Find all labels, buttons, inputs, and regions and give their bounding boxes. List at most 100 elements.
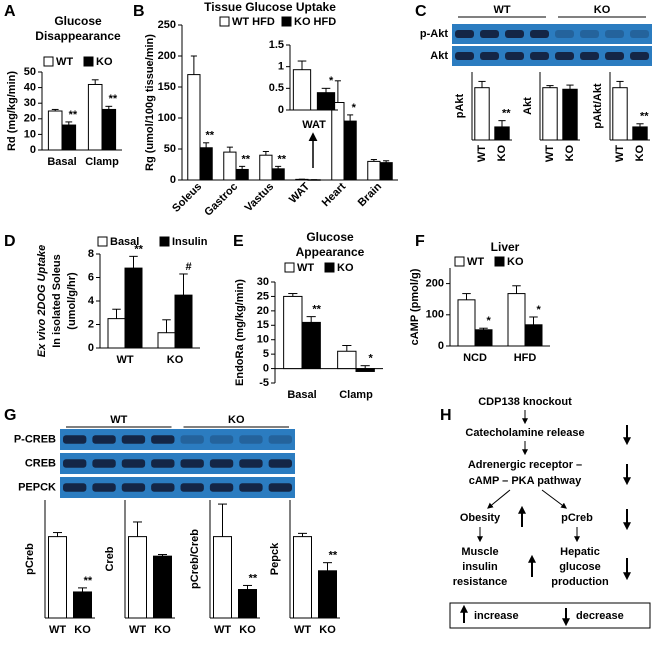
blot-band: [580, 30, 599, 38]
x-tick-label: WT: [116, 354, 133, 366]
significance-label: **: [69, 109, 78, 121]
significance-label: *: [486, 315, 491, 327]
panel-letter: D: [4, 233, 16, 250]
group-label: KO: [594, 4, 611, 16]
bar: [316, 92, 336, 111]
y-tick-label: 200: [426, 278, 444, 290]
y-tick-label: 50: [164, 143, 176, 155]
diagram-node: Obesity: [460, 512, 501, 524]
x-tick-label: NCD: [463, 352, 487, 364]
significance-label: **: [206, 130, 215, 142]
blot-band: [268, 435, 292, 444]
diagram-node: cAMP – PKA pathway: [469, 475, 582, 487]
bar: [128, 536, 147, 619]
significance-label: *: [536, 304, 541, 316]
bar: [283, 295, 303, 370]
y-tick-label: 10: [257, 334, 269, 346]
diagram-node: CDP138 knockout: [478, 396, 572, 408]
bar: [235, 168, 249, 181]
row-label: PEPCK: [18, 481, 56, 493]
significance-label: **: [640, 111, 649, 123]
blot-band: [63, 483, 87, 492]
chart-title: Glucose: [54, 14, 102, 28]
legend-label: WT: [56, 56, 73, 68]
blot-band: [580, 52, 599, 60]
y-tick-label: 40: [24, 82, 36, 94]
diagram-node: insulin: [462, 561, 498, 573]
bar: [612, 87, 628, 141]
legend-label: KO: [507, 256, 524, 268]
blot-band: [209, 483, 234, 492]
blot-band: [209, 459, 234, 468]
x-tick-label: KO: [239, 624, 256, 636]
significance-label: *: [329, 75, 334, 87]
blot-band: [530, 52, 549, 60]
bar: [293, 536, 312, 619]
y-tick-label: 150: [158, 81, 176, 93]
legend-swatch: [159, 236, 170, 247]
significance-label: **: [109, 93, 118, 105]
bar: [213, 536, 232, 619]
x-tick-label: WT: [294, 624, 311, 636]
x-axis-label: WAT: [302, 119, 326, 131]
bar: [301, 321, 321, 370]
y-tick-label: 0.5: [269, 82, 284, 94]
x-tick-label: KO: [564, 145, 576, 162]
blot-strip: [452, 46, 652, 66]
x-tick-label: WAT: [287, 180, 312, 205]
legend-swatch: [284, 262, 295, 273]
panel-letter: F: [415, 233, 425, 250]
bar: [474, 87, 490, 141]
legend-label: WT HFD: [232, 16, 275, 28]
x-tick-label: Clamp: [339, 389, 373, 401]
bar: [157, 332, 176, 349]
x-tick-label: KO: [496, 145, 508, 162]
legend-label: KO: [337, 262, 354, 274]
y-tick-label: 0: [170, 174, 176, 186]
y-axis-label: cAMP (pmol/g): [409, 268, 421, 345]
bar: [542, 87, 558, 141]
diagram: H CDP138 knockout Catecholamine release …: [440, 396, 651, 629]
bar: [124, 267, 143, 349]
blot-strip: [60, 453, 295, 474]
blot-band: [455, 30, 474, 38]
blot-strip: [452, 24, 652, 44]
diagram-node: production: [551, 576, 609, 588]
blot-band: [239, 435, 263, 444]
legend-label: WT: [467, 256, 484, 268]
blot-band: [151, 459, 175, 468]
chart-title: Glucose: [306, 230, 354, 244]
blot-band: [63, 459, 87, 468]
bar: [259, 154, 273, 181]
diagram-node: pCreb: [561, 512, 593, 524]
panel-letter: C: [415, 3, 427, 20]
bar: [524, 324, 543, 347]
blot-band: [239, 459, 263, 468]
bar: [292, 69, 312, 111]
blot-band: [180, 483, 204, 492]
significance-label: **: [502, 108, 511, 120]
bar: [73, 591, 92, 619]
legend-box: [449, 602, 651, 629]
y-axis-label: Akt: [522, 97, 534, 115]
y-axis-label: pAkt: [454, 93, 466, 118]
bar: [474, 329, 493, 347]
y-axis-label: pCreb: [24, 543, 36, 575]
y-tick-label: 50: [24, 66, 36, 78]
diagram-node: glucose: [559, 561, 601, 573]
y-tick-label: 30: [257, 276, 269, 288]
significance-label: *: [369, 353, 374, 365]
significance-label: **: [278, 153, 287, 165]
significance-label: **: [329, 550, 338, 562]
x-tick-label: Vastus: [243, 181, 277, 215]
blot-band: [268, 483, 292, 492]
bar: [271, 168, 285, 181]
blot-band: [480, 52, 499, 60]
blot-strip: [60, 477, 295, 498]
legend-swatch: [454, 256, 465, 267]
blot-band: [630, 52, 649, 60]
y-axis-label: pAkt/Akt: [592, 83, 604, 129]
panel-letter: H: [440, 407, 452, 424]
x-tick-label: Heart: [320, 180, 349, 209]
